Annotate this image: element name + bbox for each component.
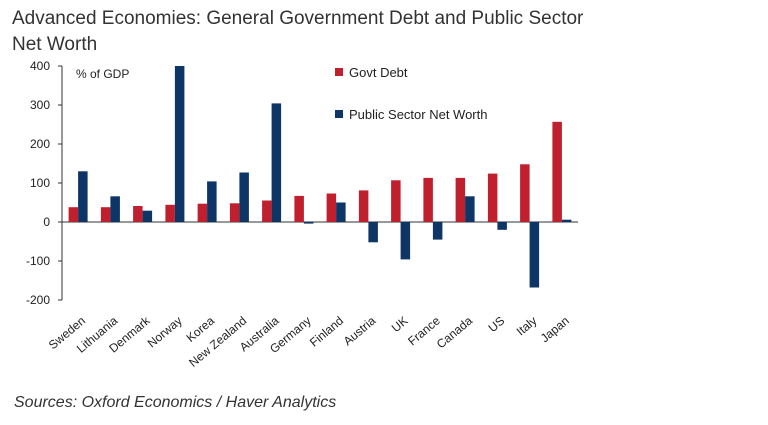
y-axis-label: % of GDP — [76, 67, 129, 81]
bar-govt-debt-canada — [455, 177, 466, 222]
bar-public-sector-net-worth-new-zealand — [239, 172, 249, 222]
y-tick-label: 200 — [30, 137, 50, 151]
bar-govt-debt-australia — [262, 200, 272, 222]
legend-label-govt-debt: Govt Debt — [349, 65, 408, 80]
bar-public-sector-net-worth-australia — [271, 103, 282, 222]
bar-public-sector-net-worth-us — [497, 222, 507, 230]
y-tick-label: 300 — [30, 98, 50, 112]
bar-public-sector-net-worth-denmark — [142, 210, 153, 222]
bar-govt-debt-norway — [165, 204, 175, 222]
bar-public-sector-net-worth-korea — [207, 181, 217, 222]
x-category-label: Japan — [538, 314, 572, 346]
bar-public-sector-net-worth-sweden — [78, 171, 88, 222]
bar-govt-debt-italy — [520, 164, 530, 222]
bar-govt-debt-austria — [358, 190, 369, 222]
bar-public-sector-net-worth-lithuania — [110, 196, 120, 222]
bar-govt-debt-lithuania — [100, 207, 111, 222]
legend-label-net-worth: Public Sector Net Worth — [349, 107, 487, 122]
x-category-label: UK — [389, 314, 411, 335]
y-tick-label: -100 — [26, 254, 50, 268]
bar-govt-debt-france — [423, 177, 433, 222]
x-category-label: US — [486, 314, 508, 335]
x-category-label: Finland — [307, 314, 346, 350]
source-note: Sources: Oxford Economics / Haver Analyt… — [14, 394, 337, 411]
bar-govt-debt-korea — [197, 203, 208, 222]
bar-public-sector-net-worth-finland — [336, 202, 346, 222]
bar-public-sector-net-worth-norway — [174, 66, 185, 222]
y-tick-label: 400 — [30, 59, 50, 73]
bar-govt-debt-germany — [294, 195, 304, 222]
x-category-label: Austria — [341, 313, 379, 348]
x-category-label: Italy — [514, 314, 540, 339]
bar-public-sector-net-worth-france — [432, 222, 443, 240]
bar-public-sector-net-worth-japan — [561, 219, 572, 222]
bar-govt-debt-denmark — [133, 206, 143, 222]
bar-public-sector-net-worth-italy — [529, 222, 540, 288]
legend-swatch-net-worth — [335, 110, 343, 118]
bar-govt-debt-us — [487, 173, 498, 222]
bar-public-sector-net-worth-germany — [303, 222, 314, 224]
bar-govt-debt-new-zealand — [229, 203, 240, 222]
bar-public-sector-net-worth-austria — [368, 222, 378, 243]
y-tick-label: 0 — [43, 215, 50, 229]
bar-govt-debt-uk — [391, 180, 401, 222]
x-category-label: Norway — [145, 314, 185, 351]
bar-public-sector-net-worth-canada — [465, 196, 475, 222]
bar-govt-debt-finland — [326, 193, 337, 222]
bar-govt-debt-sweden — [68, 207, 79, 222]
x-category-label: Canada — [434, 313, 475, 351]
bar-public-sector-net-worth-uk — [400, 222, 411, 260]
bar-govt-debt-japan — [552, 121, 562, 222]
chart-title: Advanced Economies: General Government D… — [12, 8, 584, 55]
y-tick-label: 100 — [30, 176, 50, 190]
legend: Govt Debt Public Sector Net Worth — [335, 65, 487, 122]
y-tick-label: -200 — [26, 293, 50, 307]
legend-swatch-govt-debt — [335, 68, 343, 76]
